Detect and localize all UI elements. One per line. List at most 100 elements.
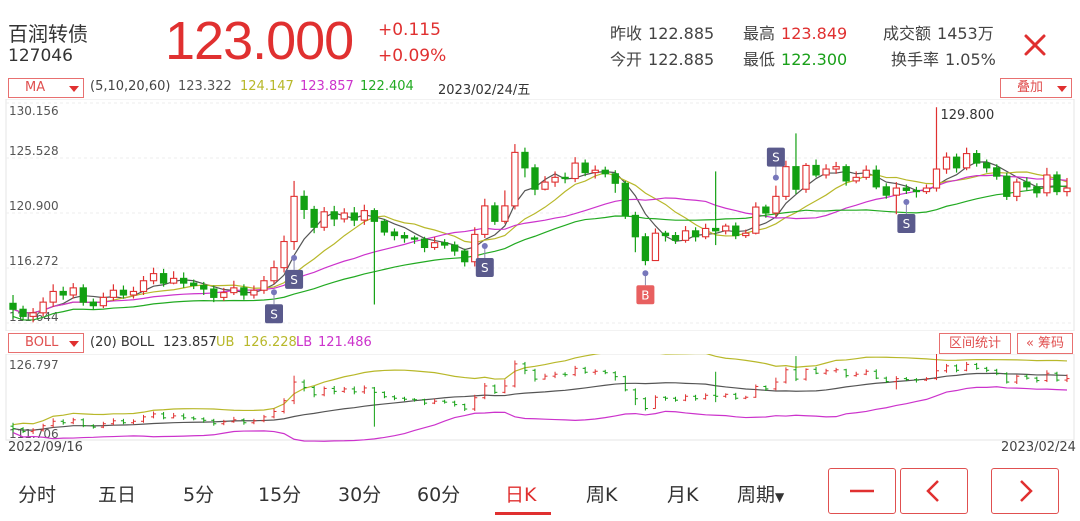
stat-value: 1453万 xyxy=(937,24,994,43)
candle-body xyxy=(972,153,981,164)
candle-body xyxy=(732,225,740,237)
boll-ub-value: 126.228 xyxy=(243,335,297,350)
ma10-value: 124.147 xyxy=(240,79,294,94)
candle-body xyxy=(962,153,971,169)
x-start-date: 2022/09/16 xyxy=(8,440,83,455)
candle-body xyxy=(200,284,208,290)
candle-body xyxy=(711,227,720,232)
candle-body xyxy=(611,173,619,184)
signal-marker xyxy=(475,257,494,277)
boll-mid-line xyxy=(12,372,1068,431)
signal-dot xyxy=(903,198,910,205)
boll-ub-label: UB xyxy=(216,335,235,350)
candle-body xyxy=(410,237,419,240)
stat-turnover-amount: 成交额 1453万 xyxy=(883,20,994,44)
candle-body xyxy=(310,208,318,228)
stat-high: 最高 123.849 xyxy=(743,20,847,44)
candle-body xyxy=(210,288,218,298)
scroll-left-button[interactable] xyxy=(900,468,968,514)
candle-body xyxy=(802,164,810,190)
candle-body xyxy=(471,233,479,263)
ma60-value: 122.404 xyxy=(360,79,414,94)
tab-15min[interactable]: 15分 xyxy=(258,484,302,506)
signal-letter: B xyxy=(641,288,649,302)
tab-period-menu[interactable]: 周期▼ xyxy=(737,484,785,506)
candle-body xyxy=(1053,174,1061,193)
candle-body xyxy=(79,287,87,303)
signal-marker xyxy=(636,285,655,305)
stat-label: 今开 xyxy=(610,50,643,69)
close-icon[interactable] xyxy=(1018,28,1052,62)
ma5-value: 123.322 xyxy=(178,79,232,94)
candle-body xyxy=(290,195,298,243)
interval-stats-button[interactable]: 区间统计 xyxy=(939,333,1011,354)
candle-body xyxy=(280,240,288,269)
signal-letter: S xyxy=(290,273,298,287)
overlay-select[interactable]: 叠加 xyxy=(1000,78,1072,98)
candle-body xyxy=(330,211,338,220)
stat-label: 最低 xyxy=(743,50,776,69)
signal-dot xyxy=(642,270,649,277)
candle-body xyxy=(69,287,77,296)
stat-value: 122.885 xyxy=(648,24,715,43)
candle-body xyxy=(400,235,409,239)
candle-body xyxy=(451,244,459,252)
tab-weekly[interactable]: 周K xyxy=(586,484,618,506)
candle-body xyxy=(531,167,539,190)
candle-body xyxy=(1023,181,1031,188)
candle-body xyxy=(220,292,228,298)
tab-60min[interactable]: 60分 xyxy=(417,484,461,506)
signal-dot xyxy=(772,174,779,181)
chevron-down-icon xyxy=(69,86,79,92)
candle-body xyxy=(440,242,449,246)
chevron-down-icon xyxy=(69,341,79,347)
candlestick-chart[interactable]: 130.156125.528120.900116.272111.644129.8… xyxy=(0,99,1080,331)
candle-body xyxy=(681,230,690,241)
y-tick-label: 116.272 xyxy=(9,254,59,268)
tab-30min[interactable]: 30分 xyxy=(338,484,382,506)
high-label: 129.800 xyxy=(940,108,994,123)
candle-body xyxy=(461,250,469,263)
candle-body xyxy=(882,186,890,196)
ma-indicator-select[interactable]: MA xyxy=(8,78,84,98)
ma20-line xyxy=(12,174,1068,314)
candle-body xyxy=(902,187,911,191)
period-tabs: 分时 五日 5分 15分 30分 60分 日K 周K 月K 周期▼ xyxy=(0,470,1080,521)
price-change: +0.115 xyxy=(378,20,441,40)
candle-body xyxy=(39,301,47,314)
chips-button[interactable]: « 筹码 xyxy=(1017,333,1073,354)
candle-body xyxy=(691,230,700,238)
scroll-right-button[interactable] xyxy=(991,468,1059,514)
stat-label: 昨收 xyxy=(610,24,643,43)
stock-code: 127046 xyxy=(8,46,73,66)
signal-marker xyxy=(766,147,785,167)
tab-monthly[interactable]: 月K xyxy=(667,484,699,506)
zoom-out-button[interactable] xyxy=(828,468,896,514)
candle-body xyxy=(59,290,67,296)
signal-marker xyxy=(897,213,916,233)
candle-body xyxy=(481,205,489,235)
stat-value: 122.300 xyxy=(781,50,848,69)
price-change-percent: +0.09% xyxy=(378,46,447,66)
stock-name: 百润转债 xyxy=(8,22,88,46)
candle-body xyxy=(1003,175,1011,197)
candle-body xyxy=(571,162,579,180)
tab-five-day[interactable]: 五日 xyxy=(98,484,137,506)
candle-body xyxy=(240,287,248,296)
candle-body xyxy=(651,232,660,262)
candle-body xyxy=(671,235,680,241)
candle-body xyxy=(109,289,118,298)
signal-letter: S xyxy=(772,151,780,165)
candle-body xyxy=(19,308,27,317)
active-tab-indicator xyxy=(495,512,551,515)
stat-label: 换手率 xyxy=(891,50,940,69)
tab-minute[interactable]: 分时 xyxy=(18,484,57,506)
candle-body xyxy=(832,166,840,170)
boll-indicator-select[interactable]: BOLL xyxy=(8,333,84,353)
boll-params: (20) BOLL xyxy=(90,335,155,350)
y-tick-label: 120.900 xyxy=(9,199,59,213)
tab-daily[interactable]: 日K xyxy=(505,484,537,506)
tab-5min[interactable]: 5分 xyxy=(183,484,215,506)
quote-header: 百润转债 127046 123.000 +0.115 +0.09% 昨收 122.… xyxy=(0,0,1080,78)
